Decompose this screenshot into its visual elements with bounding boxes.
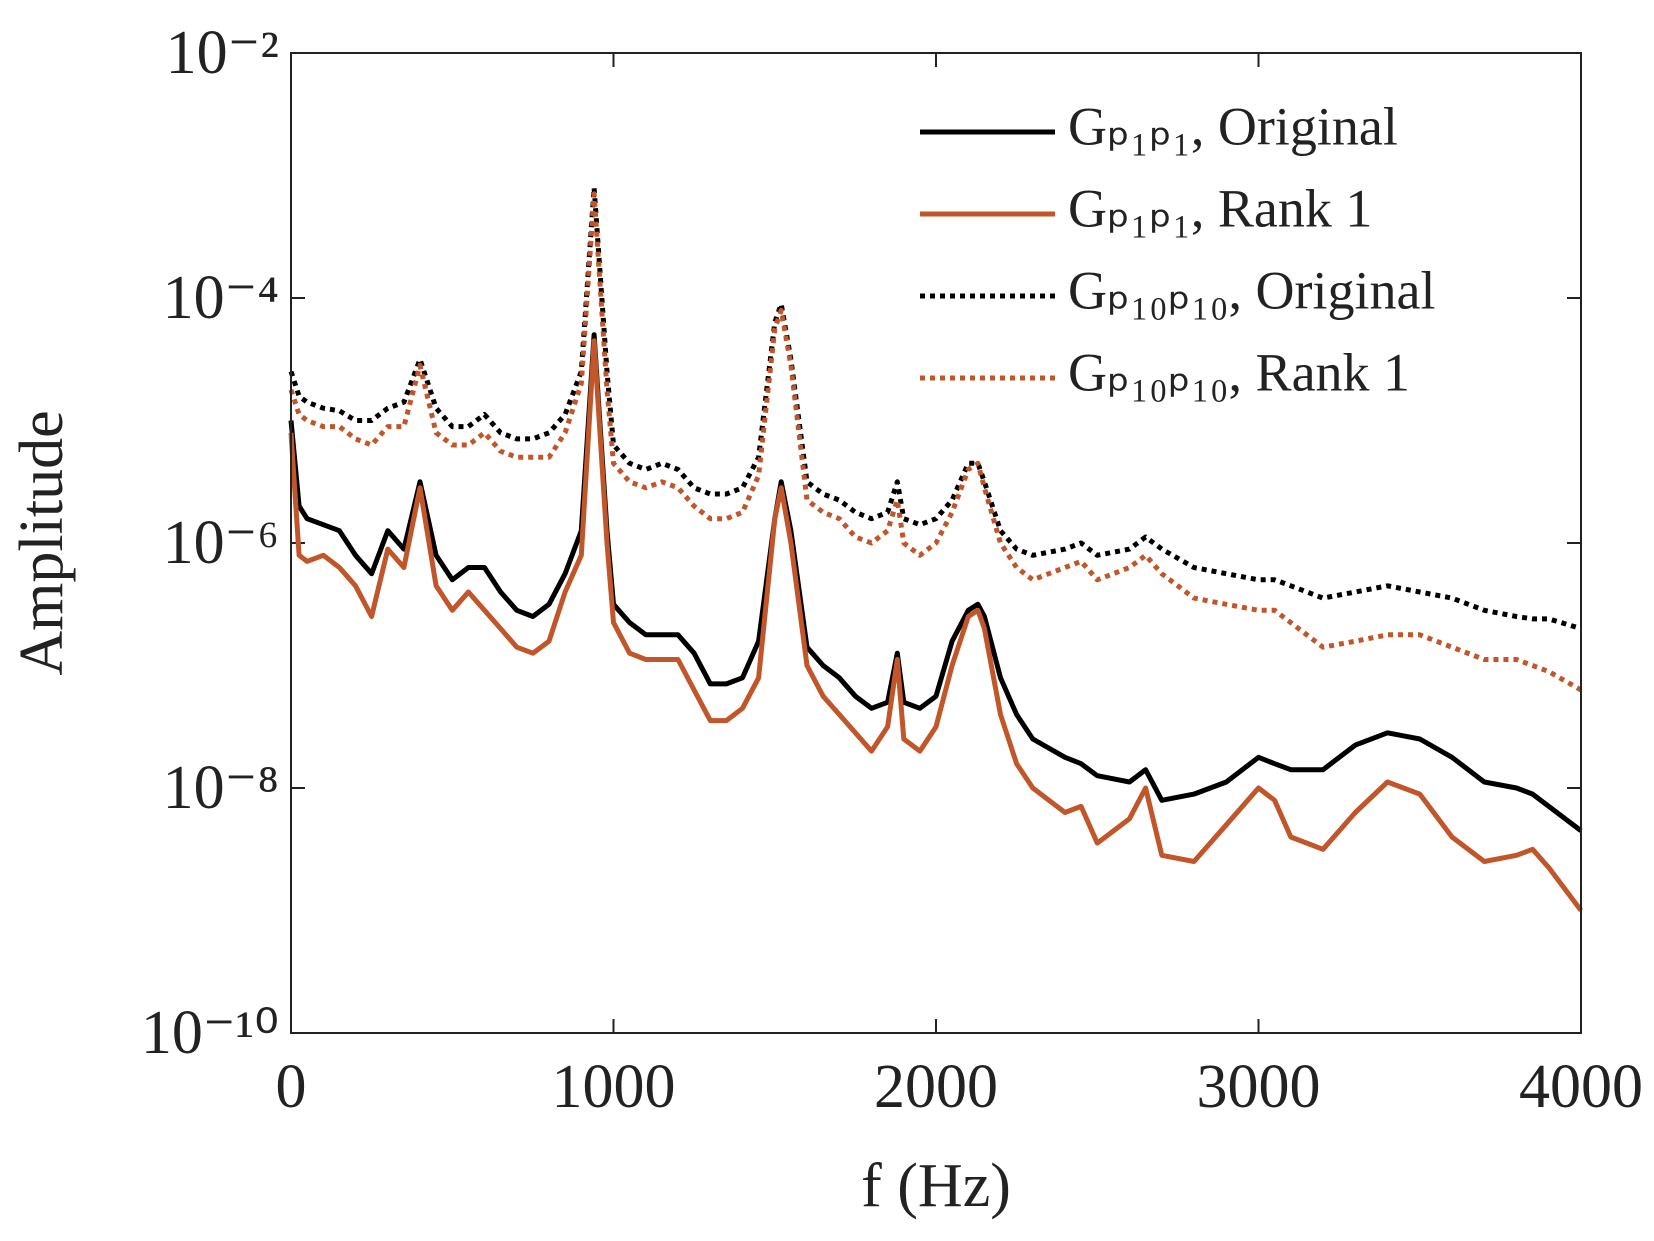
y-axis-label: Amplitude xyxy=(8,410,76,675)
legend-label: Gₚ₁₀ₚ₁₀, Original xyxy=(1068,260,1436,320)
y-tick-label: 10⁻⁶ xyxy=(163,509,279,577)
y-tick-label: 10⁻¹⁰ xyxy=(141,999,279,1067)
legend-label: Gₚ₁ₚ₁, Rank 1 xyxy=(1068,178,1372,238)
x-tick-label: 0 xyxy=(276,1053,307,1121)
series-line xyxy=(288,338,1583,913)
series-line xyxy=(288,332,1583,833)
y-tick-label: 10⁻⁴ xyxy=(163,264,279,332)
x-tick-label: 2000 xyxy=(874,1053,998,1121)
y-tick-label: 10⁻⁸ xyxy=(163,754,279,822)
x-tick-label: 3000 xyxy=(1197,1053,1321,1121)
x-axis-label: f (Hz) xyxy=(861,1152,1011,1220)
x-tick-label: 1000 xyxy=(552,1053,676,1121)
plot-frame xyxy=(290,52,1582,1034)
legend-label: Gₚ₁ₚ₁, Original xyxy=(1068,96,1398,156)
x-tick-label: 4000 xyxy=(1519,1053,1643,1121)
series-line xyxy=(288,185,1582,631)
y-tick-label: 10⁻² xyxy=(166,19,279,87)
legend-label: Gₚ₁₀ₚ₁₀, Rank 1 xyxy=(1068,342,1410,402)
